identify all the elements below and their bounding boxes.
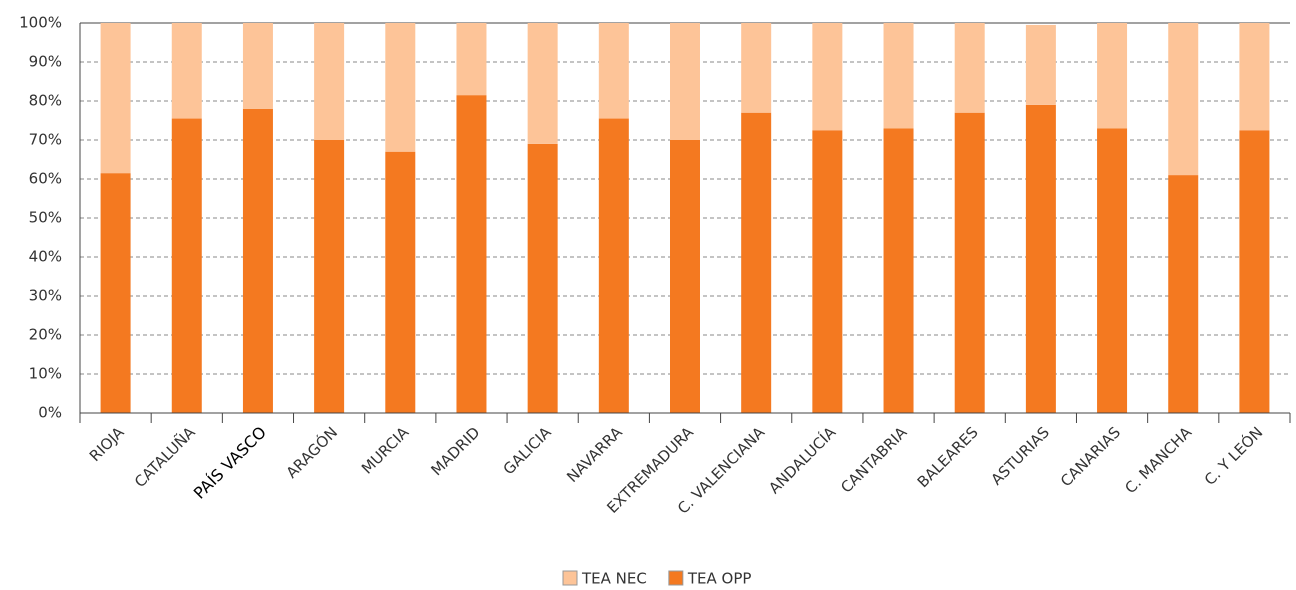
y-tick-label: 60%: [29, 170, 62, 188]
legend-swatch: [562, 570, 578, 586]
bar-segment: [171, 23, 202, 119]
bar-segment: [1239, 130, 1270, 413]
bar-segment: [954, 23, 985, 113]
y-tick-label: 30%: [29, 287, 62, 305]
x-tick-label: CANARIAS: [1057, 423, 1124, 490]
y-tick-label: 0%: [38, 404, 62, 422]
bar-segment: [1097, 128, 1128, 414]
y-tick-label: 80%: [29, 92, 62, 110]
x-tick-label: ARAGÓN: [282, 423, 341, 482]
bar-segment: [883, 128, 914, 414]
bar-segment: [527, 143, 558, 413]
bar-segment: [385, 151, 416, 413]
bar-segment: [1025, 104, 1056, 414]
x-tick-label: ANDALUCÍA: [765, 422, 840, 497]
x-tick-label: C. Y LEÓN: [1200, 423, 1266, 489]
bar-segment: [1097, 23, 1128, 129]
bar-segment: [385, 23, 416, 152]
bar-segment: [1239, 23, 1270, 131]
y-tick-label: 10%: [29, 365, 62, 383]
bar-segment: [100, 23, 131, 174]
bar-segment: [812, 130, 843, 413]
bar-segment: [598, 118, 629, 414]
bar-segment: [1025, 24, 1056, 105]
bar-segment: [456, 95, 487, 414]
bar-segment: [670, 140, 700, 413]
bar-segment: [954, 112, 985, 413]
x-tick-label: PAÍS VASCO: [190, 423, 270, 503]
x-tick-label: MURCIA: [358, 423, 413, 478]
y-tick-label: 100%: [19, 14, 62, 32]
bar-segment: [242, 23, 273, 109]
bar-segment: [1168, 175, 1199, 413]
legend-label: TEA NEC: [581, 570, 647, 588]
x-tick-label: ASTURIAS: [987, 423, 1052, 488]
x-tick-label: NAVARRA: [563, 423, 626, 486]
bar-segment: [242, 108, 273, 414]
y-tick-label: 90%: [29, 53, 62, 71]
x-tick-label: RIOJA: [86, 423, 128, 465]
bar-segment: [670, 23, 700, 140]
bar-segment: [883, 23, 914, 129]
x-tick-label: MADRID: [428, 423, 484, 479]
bar-segment: [314, 140, 345, 413]
bar-segment: [171, 118, 202, 414]
bar-segment: [456, 23, 487, 96]
y-tick-label: 70%: [29, 131, 62, 149]
bar-segment: [741, 112, 772, 413]
x-tick-label: C. MANCHA: [1121, 423, 1195, 497]
bar-segment: [598, 23, 629, 119]
legend-swatch: [668, 570, 684, 586]
bar-segment: [812, 23, 843, 131]
bar-segment: [1168, 23, 1199, 176]
legend-label: TEA OPP: [687, 570, 752, 588]
y-tick-label: 20%: [29, 326, 62, 344]
y-tick-label: 50%: [29, 209, 62, 227]
bar-segment: [741, 23, 772, 113]
bar-segment: [100, 173, 131, 413]
bar-segment: [527, 23, 558, 144]
y-tick-label: 40%: [29, 248, 62, 266]
x-tick-label: CATALUÑA: [130, 422, 199, 491]
x-tick-label: BALEARES: [914, 423, 982, 491]
x-tick-label: CANTABRIA: [837, 423, 911, 497]
x-tick-label: GALICIA: [500, 423, 556, 479]
bar-segment: [314, 23, 345, 140]
